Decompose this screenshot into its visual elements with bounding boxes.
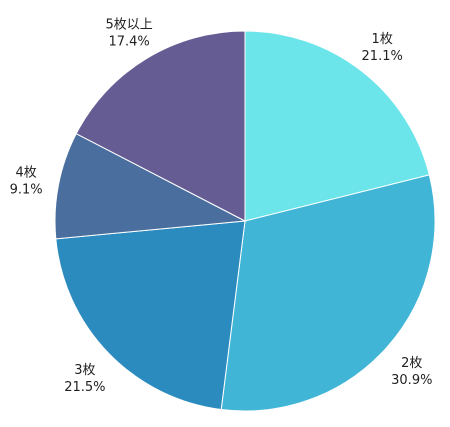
slice-category-label: 1枚: [372, 32, 393, 47]
slice-percent-label: 30.9%: [391, 373, 432, 388]
slice-category-label: 5枚以上: [105, 18, 152, 33]
slice-category-label: 3枚: [74, 363, 95, 378]
slice-category-label: 2枚: [401, 356, 422, 371]
pie-slice-5: [75, 30, 246, 222]
pie-slices: [54, 30, 436, 412]
slice-percent-label: 21.1%: [362, 49, 403, 64]
slice-percent-label: 17.4%: [108, 35, 149, 50]
pie-slice-4: [54, 133, 247, 240]
pie-slice-2: [220, 174, 436, 412]
pie-slice-1: [244, 30, 430, 222]
slice-category-label: 4枚: [15, 166, 36, 181]
pie-slice-3: [55, 220, 246, 411]
slice-percent-label: 21.5%: [64, 380, 105, 395]
pie-labels: 1枚 21.1% 2枚 30.9% 3枚 21.5% 4枚 9.1% 5枚以上 17.4%: [10, 18, 433, 396]
slice-percent-label: 9.1%: [10, 183, 43, 198]
